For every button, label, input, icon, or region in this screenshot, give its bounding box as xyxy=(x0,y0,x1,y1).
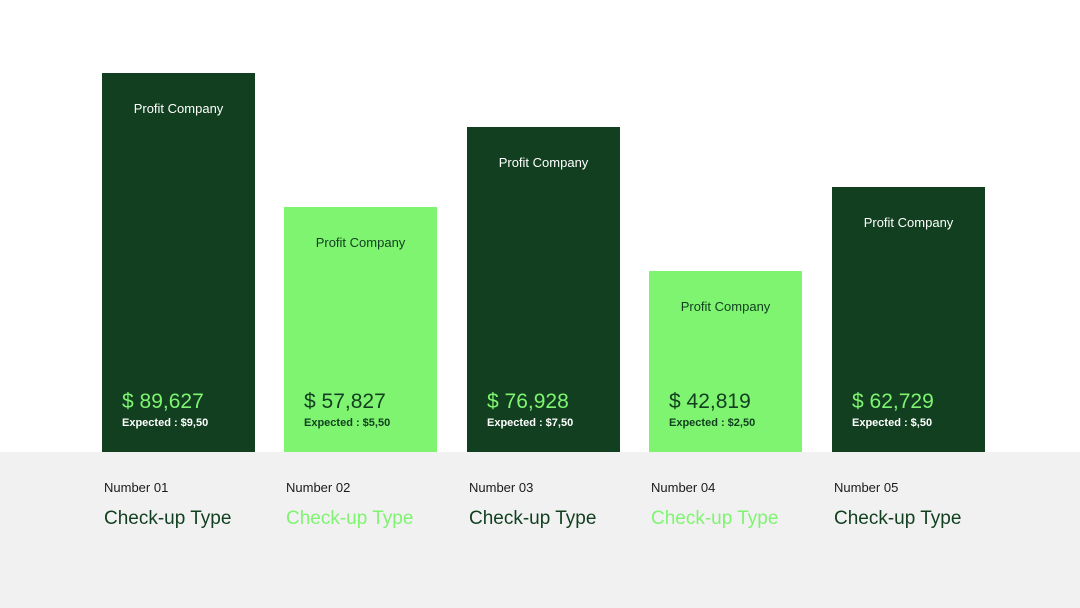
category-group-1: Number 01 Check-up Type xyxy=(104,480,274,528)
bar-title: Profit Company xyxy=(133,101,224,116)
bar-value-label: $ 57,827 xyxy=(304,390,386,413)
footer-band xyxy=(0,452,1080,608)
category-number-label: Number 02 xyxy=(286,480,351,495)
category-labels: Number 01 Check-up Type Number 02 Check-up … xyxy=(0,452,1080,608)
category-group-2: Number 02 Check-up Type xyxy=(286,480,456,528)
bar-1: Profit Company $ 89,627 Expected : $9,50 xyxy=(102,73,255,452)
expected-label: Expected : $2,50 xyxy=(669,417,756,429)
bar-chart: Profit Company $ 89,627 Expected : $9,50 Pr… xyxy=(102,73,985,452)
category-number-label: Number 05 xyxy=(834,480,899,495)
category-type-label: Check-up Type xyxy=(104,507,232,529)
bar-title: Profit Company xyxy=(498,155,589,170)
bar-title: Profit Company xyxy=(680,299,771,314)
bar-2: Profit Company $ 57,827 Expected : $5,50 xyxy=(284,207,437,452)
expected-label: Expected : $9,50 xyxy=(122,417,209,429)
category-group-4: Number 04 Check-up Type xyxy=(651,480,821,528)
category-type-label: Check-up Type xyxy=(651,507,779,529)
bar-4: Profit Company $ 42,819 Expected : $2,50 xyxy=(649,271,802,452)
category-number-label: Number 03 xyxy=(469,480,534,495)
category-group-5: Number 05 Check-up Type xyxy=(834,480,1004,528)
bar-5: Profit Company $ 62,729 Expected : $,50 xyxy=(832,187,985,452)
expected-label: Expected : $,50 xyxy=(852,417,933,429)
bar-value-label: $ 89,627 xyxy=(122,390,204,413)
category-group-3: Number 03 Check-up Type xyxy=(469,480,639,528)
bar-title: Profit Company xyxy=(315,235,406,250)
expected-label: Expected : $7,50 xyxy=(487,417,574,429)
category-type-label: Check-up Type xyxy=(469,507,597,529)
bar-value-label: $ 62,729 xyxy=(852,390,934,413)
expected-label: Expected : $5,50 xyxy=(304,417,391,429)
category-number-label: Number 04 xyxy=(651,480,716,495)
bar-3: Profit Company $ 76,928 Expected : $7,50 xyxy=(467,127,620,452)
category-number-label: Number 01 xyxy=(104,480,169,495)
category-type-label: Check-up Type xyxy=(286,507,414,529)
bar-value-label: $ 42,819 xyxy=(669,390,751,413)
bar-title: Profit Company xyxy=(863,215,954,230)
category-type-label: Check-up Type xyxy=(834,507,962,529)
bar-value-label: $ 76,928 xyxy=(487,390,569,413)
